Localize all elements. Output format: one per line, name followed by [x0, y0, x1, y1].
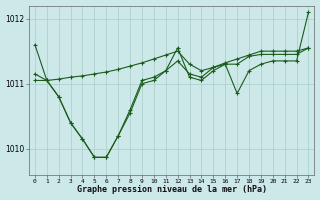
- X-axis label: Graphe pression niveau de la mer (hPa): Graphe pression niveau de la mer (hPa): [77, 185, 267, 194]
